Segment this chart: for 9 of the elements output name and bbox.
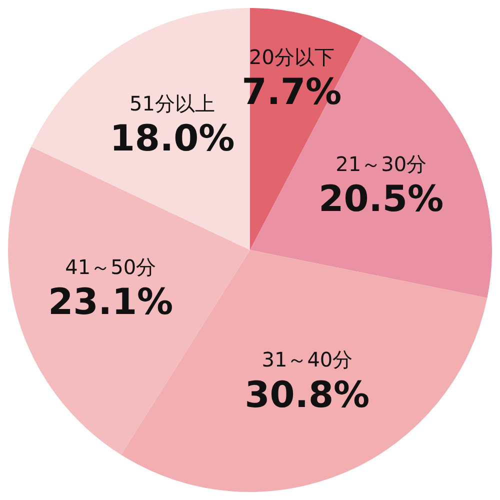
slice-label: 20分以下	[248, 45, 334, 70]
slice-label: 51分以上	[130, 92, 215, 116]
data-label: 23.1%	[48, 282, 174, 324]
data-label: 30.8%	[244, 374, 370, 416]
data-label: 20.5%	[318, 178, 444, 220]
data-label: 18.0%	[110, 118, 235, 160]
slice-label: 31～40分	[262, 348, 353, 372]
slice-label: 21～30分	[336, 152, 427, 176]
slice-label: 41～50分	[65, 254, 156, 279]
